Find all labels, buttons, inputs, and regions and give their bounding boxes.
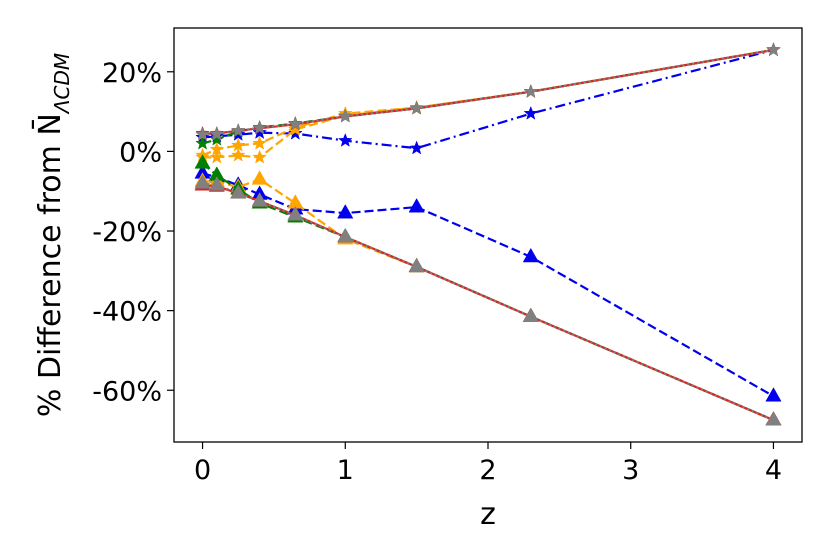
y-axis: 20% 0% -20% -40% -60%	[92, 58, 174, 407]
series-line	[202, 48, 774, 136]
y-axis-label-subscript: ΛCDM	[50, 53, 74, 115]
star-marker	[195, 135, 210, 150]
star-marker	[252, 135, 267, 150]
star-marker	[209, 149, 225, 164]
y-tick-label: 0%	[119, 137, 162, 168]
triangle-marker	[208, 176, 225, 191]
x-tick-label: 0	[194, 455, 211, 486]
star-marker	[523, 105, 539, 120]
triangle-marker	[194, 154, 211, 169]
star-marker	[337, 132, 353, 147]
triangle-marker	[287, 206, 304, 221]
triangle-marker	[522, 307, 539, 322]
y-axis-label: % Difference from N̄	[32, 113, 68, 417]
star-marker	[209, 126, 225, 141]
star-marker	[252, 149, 267, 164]
svg-text:% Difference from N̄ΛCDM: % Difference from N̄ΛCDM	[32, 53, 74, 417]
star-marker	[409, 140, 424, 155]
x-tick-label: 1	[337, 455, 354, 486]
star-marker	[195, 126, 210, 141]
triangle-marker	[522, 247, 539, 263]
triangle-marker	[251, 170, 268, 185]
star-marker	[288, 125, 303, 140]
triangle-marker	[251, 192, 268, 207]
series-10	[194, 174, 782, 426]
star-marker	[288, 116, 303, 131]
triangle-marker	[408, 198, 425, 213]
star-marker	[523, 83, 539, 98]
triangle-marker	[765, 411, 782, 426]
triangle-marker	[337, 204, 354, 219]
series-layer	[194, 42, 782, 426]
x-axis-label: z	[480, 497, 496, 532]
y-axis-label-group: % Difference from N̄ΛCDM	[32, 53, 74, 417]
star-marker	[230, 122, 246, 137]
star-marker	[337, 108, 353, 123]
series-line	[202, 48, 774, 150]
star-marker	[230, 147, 246, 162]
x-tick-label: 2	[479, 455, 496, 486]
triangle-marker	[194, 174, 211, 189]
y-tick-label: -20%	[92, 217, 162, 248]
star-marker	[209, 131, 225, 146]
triangle-marker	[337, 227, 354, 243]
x-tick-label: 3	[622, 455, 639, 486]
y-tick-label: -40%	[92, 297, 162, 328]
star-marker	[409, 100, 424, 115]
star-marker	[252, 120, 267, 135]
star-marker	[766, 42, 781, 57]
star-marker	[252, 124, 267, 139]
x-tick-label: 4	[765, 455, 782, 486]
y-tick-label: 20%	[102, 58, 162, 89]
star-marker	[288, 121, 303, 136]
triangle-marker	[408, 257, 425, 273]
triangle-marker	[765, 387, 782, 402]
series-line	[202, 178, 774, 422]
y-tick-label: -60%	[92, 376, 162, 407]
triangle-marker	[230, 184, 247, 199]
x-axis: 0 1 2 3 4	[194, 442, 782, 486]
series-9	[195, 42, 781, 141]
